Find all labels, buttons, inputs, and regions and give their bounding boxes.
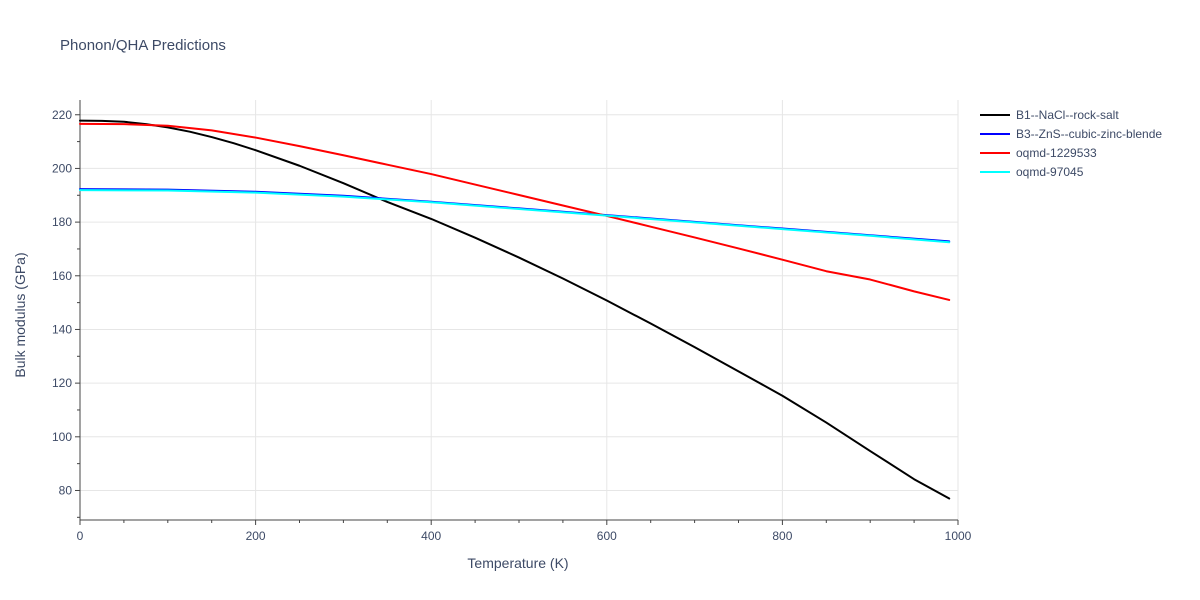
grid (80, 100, 959, 520)
legend[interactable]: B1--NaCl--rock-salt B3--ZnS--cubic-zinc-b… (980, 108, 1162, 179)
legend-label: B3--ZnS--cubic-zinc-blende (1016, 127, 1162, 141)
legend-item[interactable]: B1--NaCl--rock-salt (980, 108, 1119, 122)
y-tick-label: 220 (52, 108, 72, 122)
plot-area (79, 119, 951, 500)
y-tick-label: 160 (52, 269, 72, 283)
legend-item[interactable]: oqmd-97045 (980, 165, 1084, 179)
series-line-oqmd-1229533[interactable] (79, 122, 951, 301)
y-tick-label: 100 (52, 430, 72, 444)
series-line-oqmd-97045[interactable] (79, 189, 951, 244)
series-line-B3--ZnS--cubic-zinc-blende[interactable] (79, 188, 951, 243)
x-tick-label: 600 (597, 529, 617, 543)
x-tick-label: 1000 (945, 529, 972, 543)
y-axis-title: Bulk modulus (GPa) (12, 252, 28, 377)
y-tick-label: 80 (59, 483, 73, 497)
x-axis-title: Temperature (K) (467, 555, 568, 571)
x-tick-label: 400 (421, 529, 441, 543)
legend-label: oqmd-1229533 (1016, 146, 1097, 160)
legend-label: B1--NaCl--rock-salt (1016, 108, 1119, 122)
y-tick-label: 140 (52, 322, 72, 336)
legend-item[interactable]: oqmd-1229533 (980, 146, 1097, 160)
axes: 0 200 400 600 800 1000 80 100 120 140 160 180 200 220 (52, 100, 972, 543)
x-tick-label: 0 (77, 529, 84, 543)
legend-label: oqmd-97045 (1016, 165, 1084, 179)
x-tick-label: 200 (246, 529, 266, 543)
x-tick-label: 800 (772, 529, 792, 543)
y-tick-label: 200 (52, 161, 72, 175)
chart-title: Phonon/QHA Predictions (60, 37, 226, 54)
series-line-B1--NaCl--rock-salt[interactable] (79, 119, 951, 500)
legend-item[interactable]: B3--ZnS--cubic-zinc-blende (980, 127, 1162, 141)
y-tick-label: 120 (52, 376, 72, 390)
y-tick-label: 180 (52, 215, 72, 229)
